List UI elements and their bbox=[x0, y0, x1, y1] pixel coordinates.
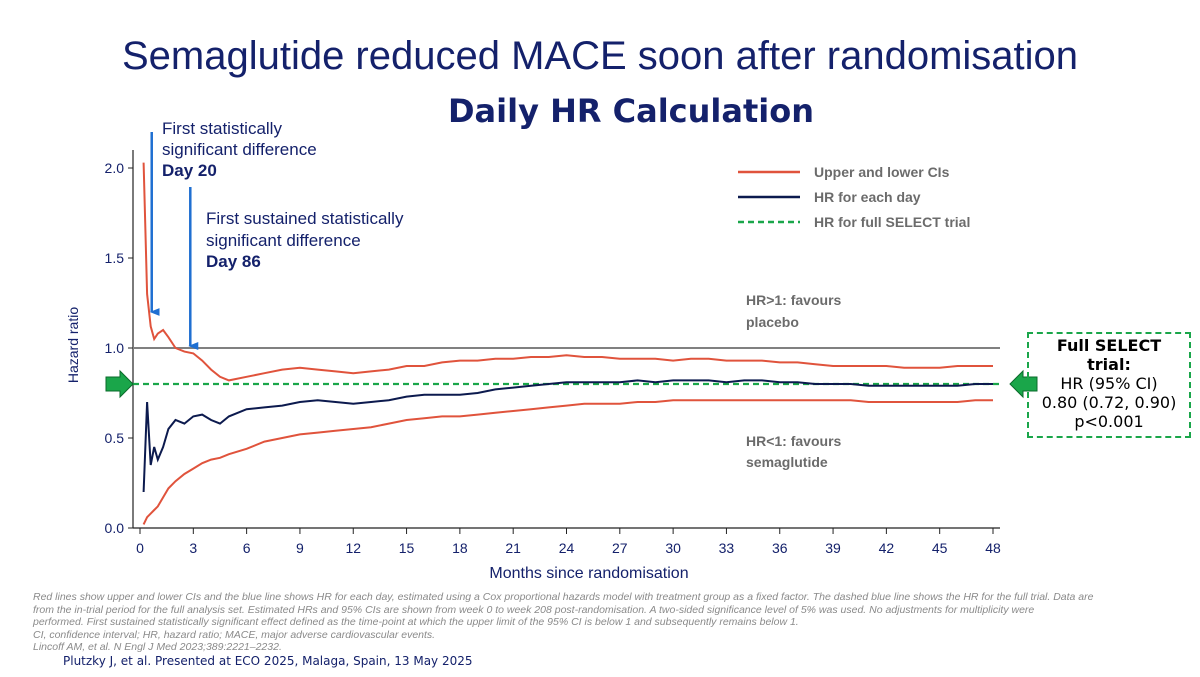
full-select-title-2: trial: bbox=[1087, 355, 1131, 374]
upper-ci-line bbox=[142, 162, 993, 382]
legend-label-hr: HR for each day bbox=[814, 189, 921, 205]
hr-line bbox=[142, 379, 993, 493]
chart-subtitle: Daily HR Calculation bbox=[447, 92, 815, 130]
left-green-arrow bbox=[105, 369, 134, 399]
y-ticks: 0.0 0.5 1.0 1.5 2.0 bbox=[105, 160, 133, 536]
y-tick-label: 1.5 bbox=[105, 250, 125, 266]
day20-annotation: First statistically significant differen… bbox=[162, 119, 321, 180]
footnote-line: from the in-trial period for the full an… bbox=[33, 603, 1035, 616]
y-tick-label: 0.0 bbox=[105, 520, 125, 536]
x-tick-label: 42 bbox=[879, 540, 895, 556]
x-tick-label: 27 bbox=[612, 540, 628, 556]
footnote-line: Lincoff AM, et al. N Engl J Med 2023;389… bbox=[33, 641, 282, 653]
full-select-hr-label: HR (95% CI) bbox=[1060, 374, 1158, 393]
x-tick-label: 36 bbox=[772, 540, 788, 556]
x-tick-label: 12 bbox=[345, 540, 361, 556]
y-axis-label: Hazard ratio bbox=[65, 307, 81, 383]
legend: Upper and lower CIs HR for each day HR f… bbox=[738, 164, 970, 230]
footnote-line: performed. First sustained statistically… bbox=[33, 616, 799, 628]
full-select-title-1: Full SELECT bbox=[1056, 336, 1162, 355]
day86-annotation: First sustained statistically significan… bbox=[206, 209, 408, 271]
y-tick-label: 1.0 bbox=[105, 340, 125, 356]
x-tick-label: 9 bbox=[296, 540, 304, 556]
x-ticks: 0 3 6 9 12 15 18 21 24 27 30 33 36 39 42 45 48 bbox=[136, 528, 1001, 556]
footnote-line: CI, confidence interval; HR, hazard rati… bbox=[33, 628, 436, 641]
full-select-p-value: p<0.001 bbox=[1074, 412, 1144, 431]
x-tick-label: 15 bbox=[399, 540, 415, 556]
x-tick-label: 30 bbox=[665, 540, 681, 556]
legend-label-ci: Upper and lower CIs bbox=[814, 164, 950, 180]
x-tick-label: 39 bbox=[825, 540, 841, 556]
footnote-line: Red lines show upper and lower CIs and t… bbox=[33, 591, 1094, 603]
y-tick-label: 2.0 bbox=[105, 160, 125, 176]
x-tick-label: 6 bbox=[243, 540, 251, 556]
lower-ci-line bbox=[142, 399, 993, 525]
citation: Plutzky J, et al. Presented at ECO 2025,… bbox=[63, 654, 473, 668]
legend-label-full: HR for full SELECT trial bbox=[814, 214, 970, 230]
x-tick-label: 3 bbox=[189, 540, 197, 556]
x-tick-label: 45 bbox=[932, 540, 948, 556]
footnote: Red lines show upper and lower CIs and t… bbox=[33, 591, 1193, 654]
right-green-arrow bbox=[1009, 369, 1038, 399]
x-tick-label: 0 bbox=[136, 540, 144, 556]
x-axis-label: Months since randomisation bbox=[489, 565, 688, 582]
x-tick-label: 48 bbox=[985, 540, 1001, 556]
x-tick-label: 21 bbox=[505, 540, 521, 556]
x-tick-label: 24 bbox=[559, 540, 575, 556]
hr-gt1-label: HR>1: favours placebo bbox=[746, 292, 845, 330]
x-tick-label: 18 bbox=[452, 540, 468, 556]
full-select-hr-value: 0.80 (0.72, 0.90) bbox=[1041, 393, 1177, 412]
y-tick-label: 0.5 bbox=[105, 430, 125, 446]
page-title: Semaglutide reduced MACE soon after rand… bbox=[121, 34, 1079, 78]
x-tick-label: 33 bbox=[719, 540, 735, 556]
full-select-trial-box: Full SELECT trial: HR (95% CI) 0.80 (0.7… bbox=[1027, 332, 1191, 438]
hr-lt1-label: HR<1: favours semaglutide bbox=[746, 433, 845, 470]
